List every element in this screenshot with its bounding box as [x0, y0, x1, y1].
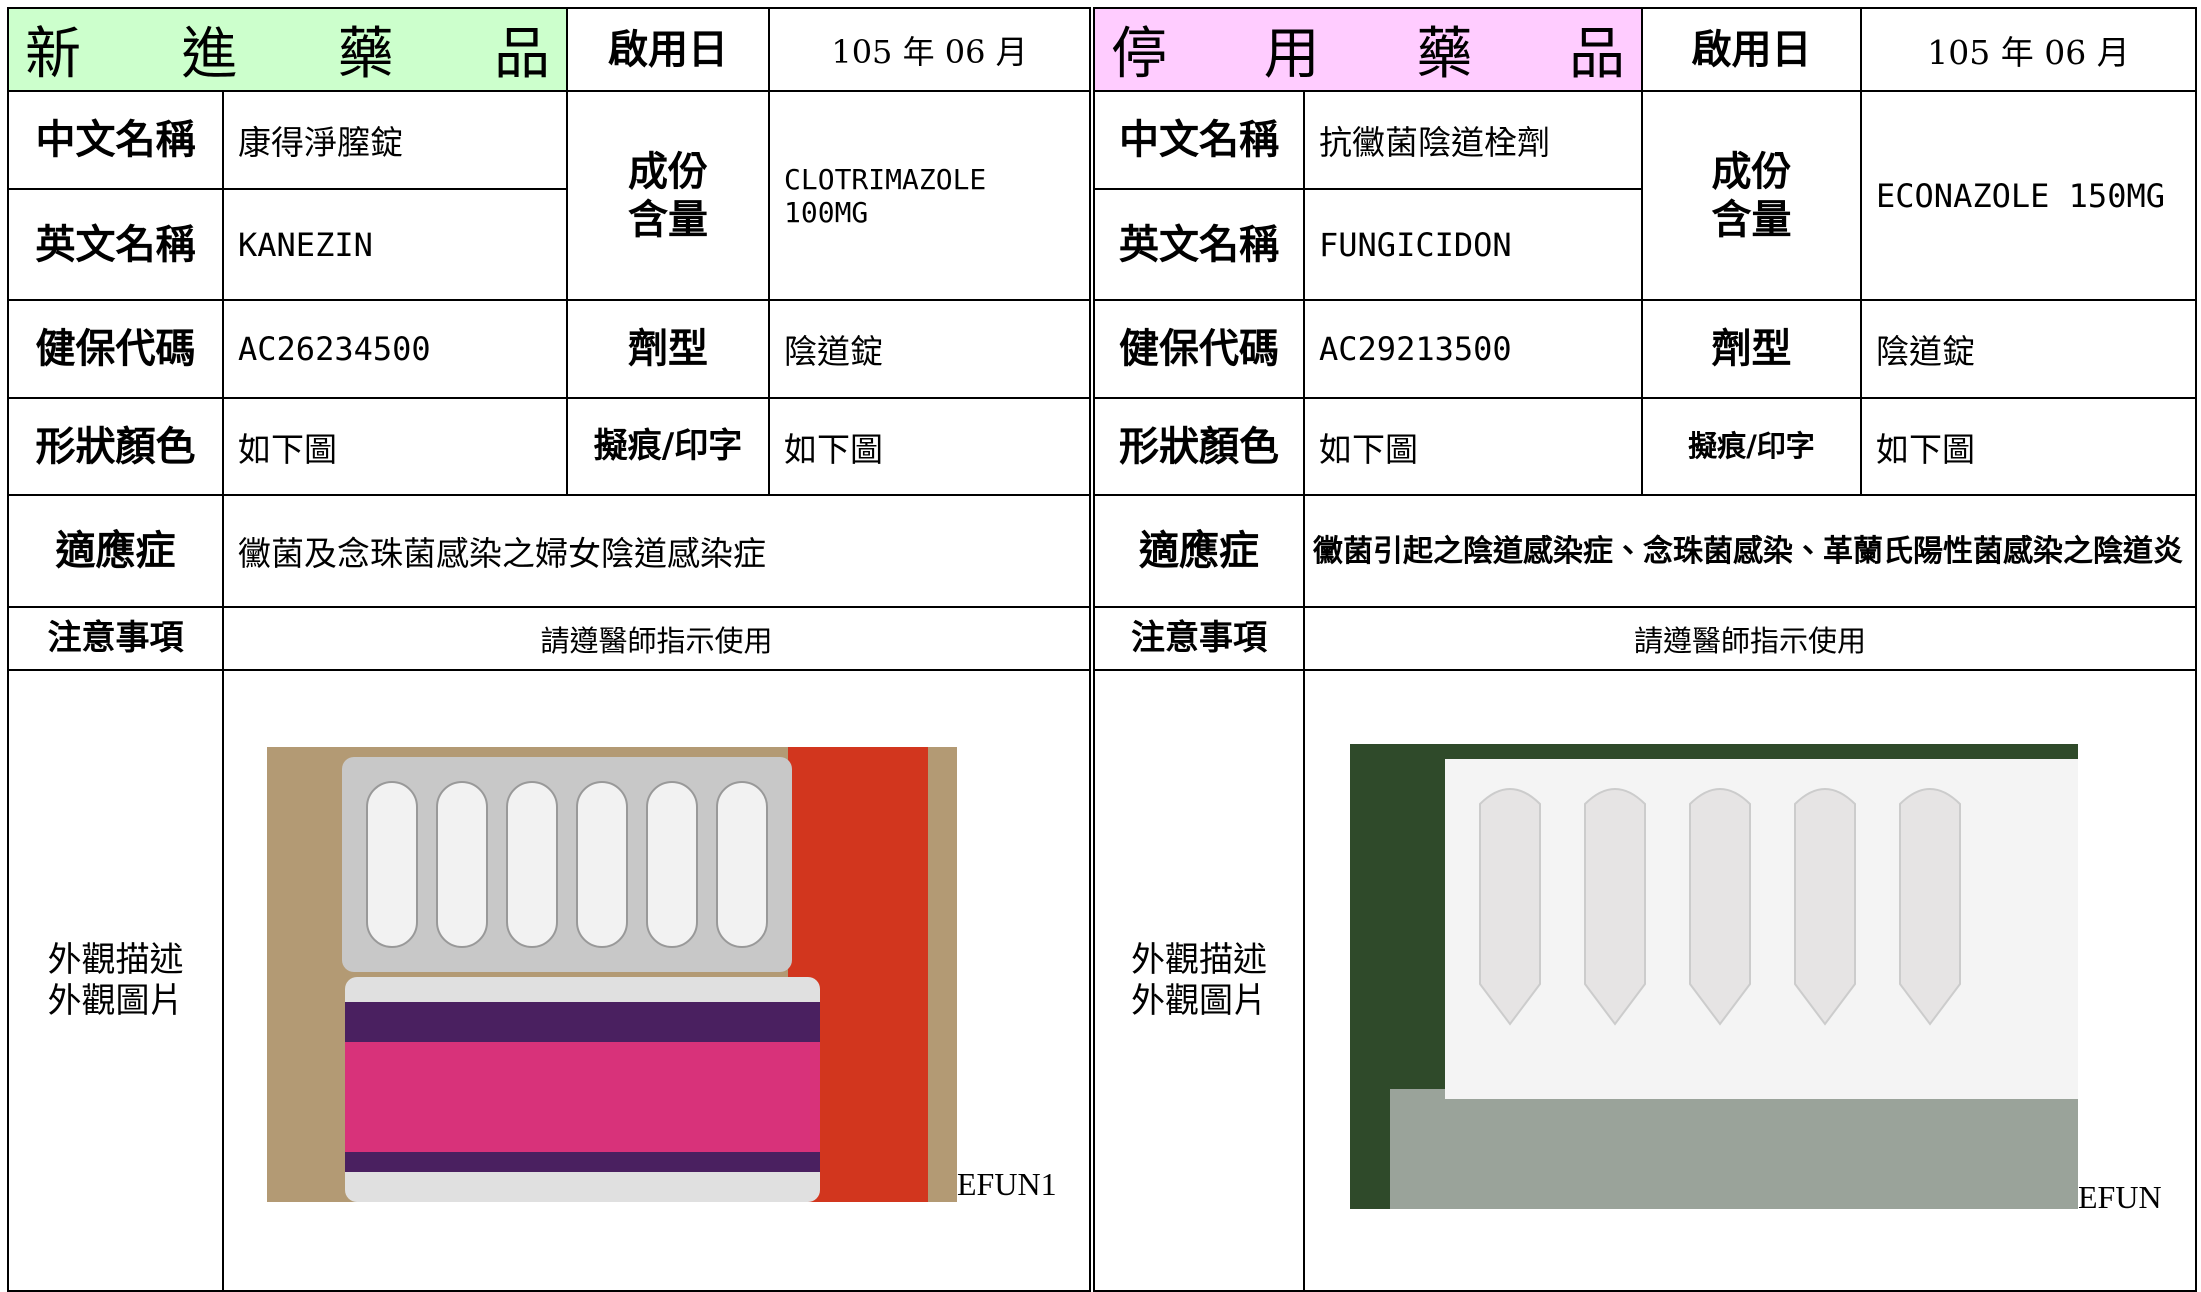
chinese-name: 康得淨膣錠 — [222, 90, 568, 190]
chinese-name-label: 中文名稱 — [7, 90, 224, 190]
dosage-form: 陰道錠 — [1860, 299, 2197, 399]
shape-color: 如下圖 — [1303, 397, 1643, 496]
marking: 如下圖 — [768, 397, 1091, 496]
panel-title: 新 進 藥 品 — [7, 7, 568, 92]
ingredient: CLOTRIMAZOLE 100MG — [768, 90, 1091, 301]
new-drug-table: 新 進 藥 品 啟用日 105 年 06 月 中文名稱 康得淨膣錠 成份 含量 … — [7, 7, 1091, 1292]
appearance-label: 外觀描述 外觀圖片 — [1093, 669, 1305, 1292]
dosage-form: 陰道錠 — [768, 299, 1091, 399]
english-name-label: 英文名稱 — [7, 188, 224, 301]
marking-label: 擬痕/印字 — [1641, 397, 1862, 496]
drug-photo — [1350, 744, 2078, 1209]
marking-label: 擬痕/印字 — [566, 397, 770, 496]
start-date: 105 年 06 月 — [1860, 7, 2197, 92]
appearance-label: 外觀描述 外觀圖片 — [7, 669, 224, 1292]
shape-color: 如下圖 — [222, 397, 568, 496]
indication: 黴菌引起之陰道感染症、念珠菌感染、革蘭氏陽性菌感染之陰道炎 — [1303, 494, 2197, 608]
precautions: 請遵醫師指示使用 — [1303, 606, 2197, 671]
nhi-code-label: 健保代碼 — [1093, 299, 1305, 399]
start-label: 啟用日 — [1641, 7, 1862, 92]
dosage-form-label: 劑型 — [566, 299, 770, 399]
shape-color-label: 形狀顏色 — [1093, 397, 1305, 496]
precautions-label: 注意事項 — [1093, 606, 1305, 671]
panel-title: 停 用 藥 品 — [1093, 7, 1643, 92]
precautions: 請遵醫師指示使用 — [222, 606, 1091, 671]
ingredient-label: 成份 含量 — [566, 90, 770, 301]
marking: 如下圖 — [1860, 397, 2197, 496]
drug-photo — [267, 747, 957, 1202]
english-name-label: 英文名稱 — [1093, 188, 1305, 301]
nhi-code: AC26234500 — [222, 299, 568, 399]
nhi-code: AC29213500 — [1303, 299, 1643, 399]
ingredient-label: 成份 含量 — [1641, 90, 1862, 301]
chinese-name-label: 中文名稱 — [1093, 90, 1305, 190]
start-date: 105 年 06 月 — [768, 7, 1091, 92]
indication: 黴菌及念珠菌感染之婦女陰道感染症 — [222, 494, 1091, 608]
english-name: KANEZIN — [222, 188, 568, 301]
chinese-name: 抗黴菌陰道栓劑 — [1303, 90, 1643, 190]
english-name: FUNGICIDON — [1303, 188, 1643, 301]
precautions-label: 注意事項 — [7, 606, 224, 671]
discontinued-drug-table: 停 用 藥 品 啟用日 105 年 06 月 中文名稱 抗黴菌陰道栓劑 成份 含… — [1093, 7, 2197, 1292]
start-label: 啟用日 — [566, 7, 770, 92]
ingredient: ECONAZOLE 150MG — [1860, 90, 2197, 301]
photo-caption: EFUN1 — [957, 1166, 1057, 1202]
indication-label: 適應症 — [1093, 494, 1305, 608]
dosage-form-label: 劑型 — [1641, 299, 1862, 399]
nhi-code-label: 健保代碼 — [7, 299, 224, 399]
indication-label: 適應症 — [7, 494, 224, 608]
shape-color-label: 形狀顏色 — [7, 397, 224, 496]
photo-caption: EFUN — [2078, 1179, 2162, 1215]
